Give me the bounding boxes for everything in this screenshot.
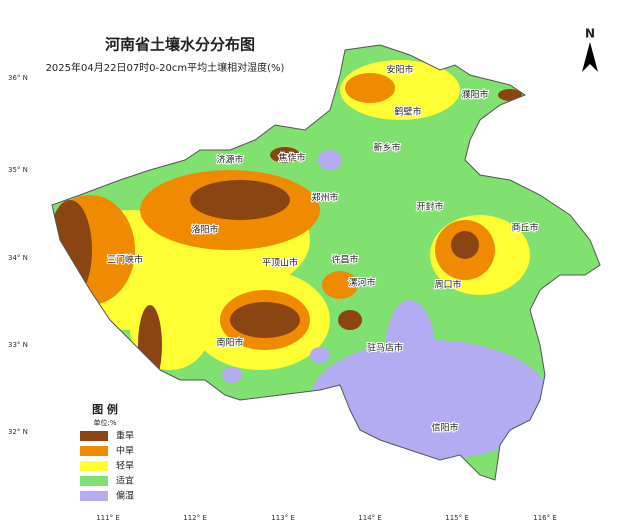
legend-label: 轻旱 (116, 460, 134, 472)
legend-swatch (80, 491, 108, 501)
city-labels: 安阳市 濮阳市 鹤壁市 新乡市 济源市 焦作市 郑州市 开封市 商丘市 洛阳市 … (106, 63, 540, 435)
city-label: 濮阳市 (461, 89, 488, 101)
city-label: 鹤壁市 (394, 106, 421, 118)
legend-label: 适宜 (116, 475, 134, 487)
legend-swatch (80, 431, 108, 441)
legend-label: 偏湿 (116, 490, 134, 502)
city-label: 漯河市 (348, 277, 375, 289)
map-subtitle: 2025年04月22日07时0-20cm平均土壤相对湿度(%) (46, 61, 285, 74)
city-label: 许昌市 (331, 254, 358, 266)
city-label: 驻马店市 (367, 342, 403, 354)
north-label: N (585, 27, 595, 41)
longitude-label: 116° E (533, 514, 557, 522)
longitude-label: 112° E (183, 514, 207, 522)
longitude-label: 114° E (358, 514, 382, 522)
city-label: 南阳市 (216, 337, 243, 349)
city-label: 焦作市 (278, 152, 305, 164)
latitude-label: 36° N (8, 74, 28, 82)
city-label: 信阳市 (431, 422, 458, 434)
legend-label: 中旱 (116, 445, 134, 457)
latitude-label: 32° N (8, 428, 28, 436)
city-label: 新乡市 (373, 142, 400, 154)
latitude-label: 34° N (8, 254, 28, 262)
city-label: 周口市 (434, 279, 461, 291)
latitude-label: 35° N (8, 166, 28, 174)
map-title: 河南省土壤水分分布图 (105, 36, 255, 54)
legend-swatch (80, 446, 108, 456)
legend-swatch (80, 461, 108, 471)
city-label: 三门峡市 (107, 254, 143, 266)
longitude-label: 111° E (96, 514, 120, 522)
latitude-label: 33° N (8, 341, 28, 349)
city-label: 洛阳市 (191, 224, 218, 236)
city-label: 开封市 (416, 201, 443, 213)
longitude-label: 113° E (271, 514, 295, 522)
city-label: 安阳市 (386, 64, 413, 76)
legend-swatch (80, 476, 108, 486)
north-arrow: N (582, 27, 598, 72)
city-label: 商丘市 (511, 222, 538, 234)
city-label: 郑州市 (311, 192, 338, 204)
legend-unit: 单位:% (93, 418, 116, 427)
longitude-labels: 111° E 112° E 113° E 114° E 115° E 116° … (96, 514, 557, 522)
legend-title: 图 例 (92, 402, 118, 416)
longitude-label: 115° E (445, 514, 469, 522)
legend-label: 重旱 (116, 430, 134, 442)
latitude-labels: 36° N 35° N 34° N 33° N 32° N (8, 74, 28, 436)
city-label: 济源市 (216, 154, 243, 166)
province-outline (51, 44, 601, 481)
city-label: 平顶山市 (262, 257, 298, 269)
